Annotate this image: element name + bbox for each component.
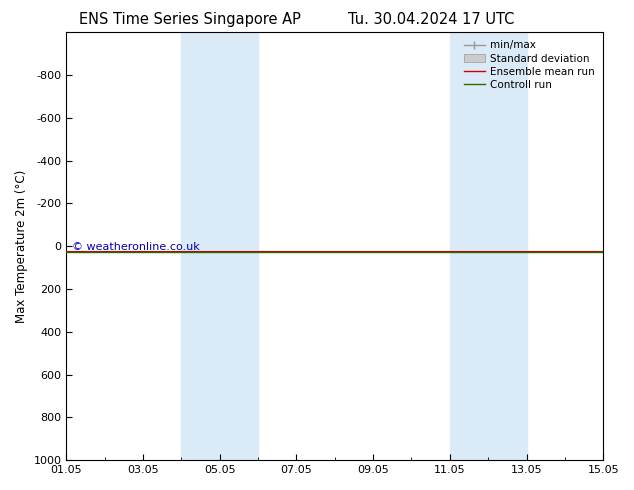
Text: ENS Time Series Singapore AP: ENS Time Series Singapore AP	[79, 12, 301, 27]
Legend: min/max, Standard deviation, Ensemble mean run, Controll run: min/max, Standard deviation, Ensemble me…	[461, 37, 598, 93]
Y-axis label: Max Temperature 2m (°C): Max Temperature 2m (°C)	[15, 170, 28, 323]
Bar	[450, 32, 526, 460]
Bar	[181, 32, 258, 460]
Text: Tu. 30.04.2024 17 UTC: Tu. 30.04.2024 17 UTC	[348, 12, 514, 27]
Text: © weatheronline.co.uk: © weatheronline.co.uk	[72, 243, 200, 252]
